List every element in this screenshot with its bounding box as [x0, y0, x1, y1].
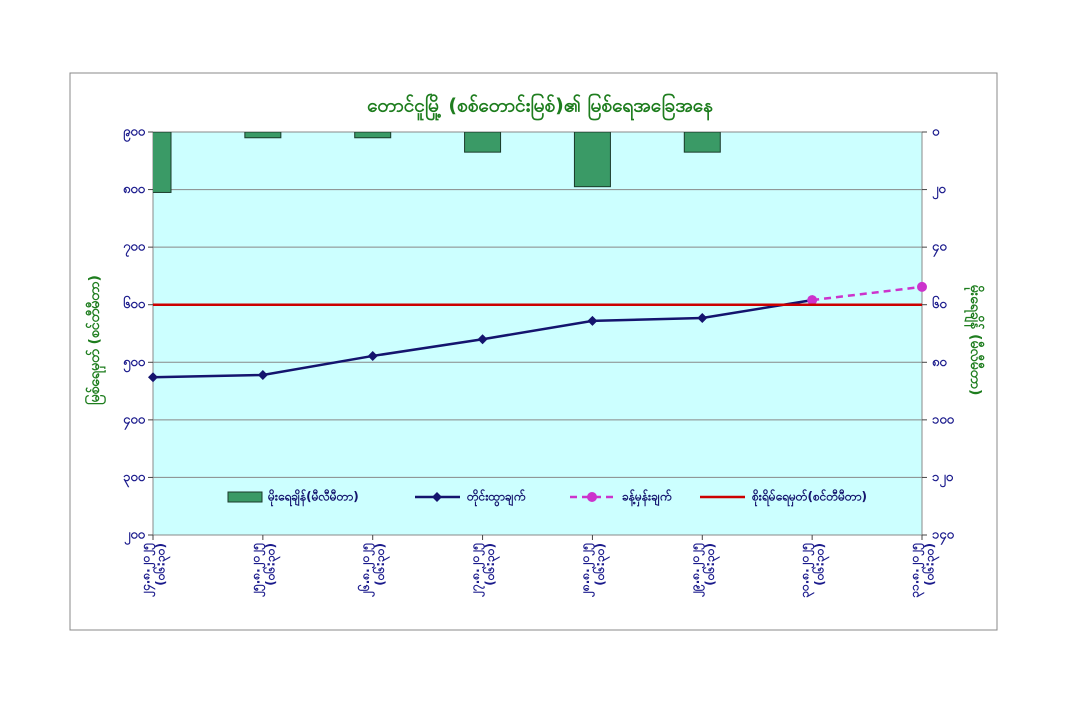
x-tick-label: ၂၈.၈.၂၀၂၅ — [578, 543, 596, 598]
point-marker — [807, 295, 818, 306]
point-marker — [148, 372, 158, 383]
y2-axis-label: မိုးရေချိန် (မီလီမီတာ) — [964, 285, 984, 396]
y-tick-label: ၃၀၀ — [123, 470, 146, 488]
bar — [573, 132, 611, 188]
y2-tick-label: ၂၀ — [932, 182, 946, 200]
y-tick-label: ၈၀၀ — [123, 182, 146, 197]
x-tick-label: ၂၉.၈.၂၀၂၅ — [688, 543, 706, 598]
plot-area — [152, 131, 923, 536]
bar — [683, 132, 721, 153]
y2-tick-label: ၁၀၀ — [932, 412, 955, 427]
x-tick-sublabel: (ဝ၆:၃၀) — [591, 543, 611, 586]
x-tick-sublabel: (ဝ၆:၃၀) — [701, 543, 721, 586]
y2-tick-label: ၁၄၀ — [932, 528, 955, 546]
legend-label: ခန့်မှန်းချက် — [622, 488, 672, 508]
y-tick-label: ၉၀၀ — [123, 125, 146, 143]
x-tick-sublabel: (ဝ၆:၃၀) — [811, 543, 831, 586]
legend-label: တိုင်းထွာချက် — [466, 488, 526, 508]
point-marker — [587, 315, 598, 326]
x-tick-label: ၃၀.၈.၂၀၂၅ — [798, 543, 816, 598]
y-tick-label: ၇၀၀ — [123, 240, 146, 258]
y-tick-label: ၄၀၀ — [123, 412, 146, 430]
x-tick-sublabel: (ဝ၆:၃၀) — [481, 543, 501, 586]
bar — [153, 132, 172, 193]
x-tick-sublabel: (ဝ၆:၃၀) — [152, 543, 172, 586]
y2-tick-label: ၄၀ — [932, 240, 947, 258]
x-tick-sublabel: (ဝ၆:၃၀) — [261, 543, 281, 586]
x-tick-label: ၃၁.၈.၂၀၂၅ — [908, 543, 926, 598]
series-line — [811, 285, 923, 302]
y-tick-label: ၂၀၀ — [124, 528, 146, 546]
x-tick-label: ၂၆.၈.၂၀၂၅ — [356, 543, 376, 598]
x-tick-label: ၂၇.၈.၂၀၂၅ — [468, 543, 486, 598]
y2-tick-label: ၆၀ — [932, 295, 947, 312]
y-axis-label: မြစ်ရေမှတ် (စင်တီမီတာ) — [85, 275, 106, 405]
x-tick-sublabel: (ဝ၆:၃၀) — [921, 543, 941, 586]
legend-label: မိုးရေချိန်(မီလီမီတာ) — [267, 488, 359, 508]
legend-marker — [587, 492, 597, 502]
y-tick-label: ၆၀၀ — [123, 295, 146, 312]
bar — [464, 132, 502, 153]
plot-content — [153, 132, 721, 193]
point-marker — [697, 312, 708, 323]
x-tick-sublabel: (ဝ၆:၃၀) — [371, 543, 391, 586]
point-marker — [257, 369, 268, 380]
y2-tick-label: ၁၂၀ — [932, 470, 954, 488]
point-marker — [477, 334, 488, 345]
x-tick-label: ၂၅.၈.၂၀၂၅ — [248, 543, 266, 598]
legend-label: စိုးရိမ်ရေမှတ်(စင်တီမီတာ) — [751, 488, 867, 508]
legend-swatch — [227, 491, 263, 503]
y2-tick-label: ၀ — [932, 125, 940, 140]
y2-tick-label: ၈၀ — [932, 355, 947, 370]
bar — [244, 132, 282, 139]
point-marker — [917, 281, 927, 292]
y-tick-label: ၅၀၀ — [123, 355, 146, 373]
bar — [354, 132, 392, 139]
point-marker — [367, 350, 378, 361]
legend-marker — [432, 492, 442, 502]
x-tick-label: ၂၄.၈.၂၀၂၅ — [139, 543, 157, 598]
